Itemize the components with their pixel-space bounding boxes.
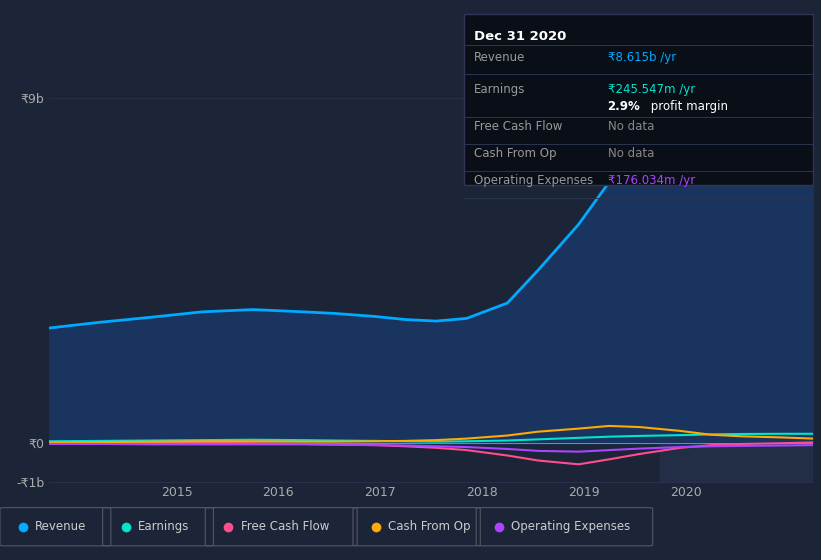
Text: profit margin: profit margin [647, 100, 728, 113]
Text: No data: No data [608, 147, 654, 160]
Text: Operating Expenses: Operating Expenses [474, 174, 593, 187]
Text: Earnings: Earnings [138, 520, 190, 533]
Text: Earnings: Earnings [474, 83, 525, 96]
Text: Revenue: Revenue [35, 520, 87, 533]
Text: Revenue: Revenue [474, 50, 525, 63]
Text: Operating Expenses: Operating Expenses [511, 520, 631, 533]
Text: Free Cash Flow: Free Cash Flow [474, 120, 562, 133]
Text: Free Cash Flow: Free Cash Flow [241, 520, 329, 533]
Text: ₹245.547m /yr: ₹245.547m /yr [608, 83, 695, 96]
Text: Dec 31 2020: Dec 31 2020 [474, 30, 566, 43]
Text: No data: No data [608, 120, 654, 133]
Text: 2.9%: 2.9% [608, 100, 640, 113]
Text: ₹176.034m /yr: ₹176.034m /yr [608, 174, 695, 187]
Text: ₹8.615b /yr: ₹8.615b /yr [608, 50, 676, 63]
Text: Cash From Op: Cash From Op [474, 147, 556, 160]
Bar [660, 78, 813, 482]
Text: Cash From Op: Cash From Op [388, 520, 470, 533]
